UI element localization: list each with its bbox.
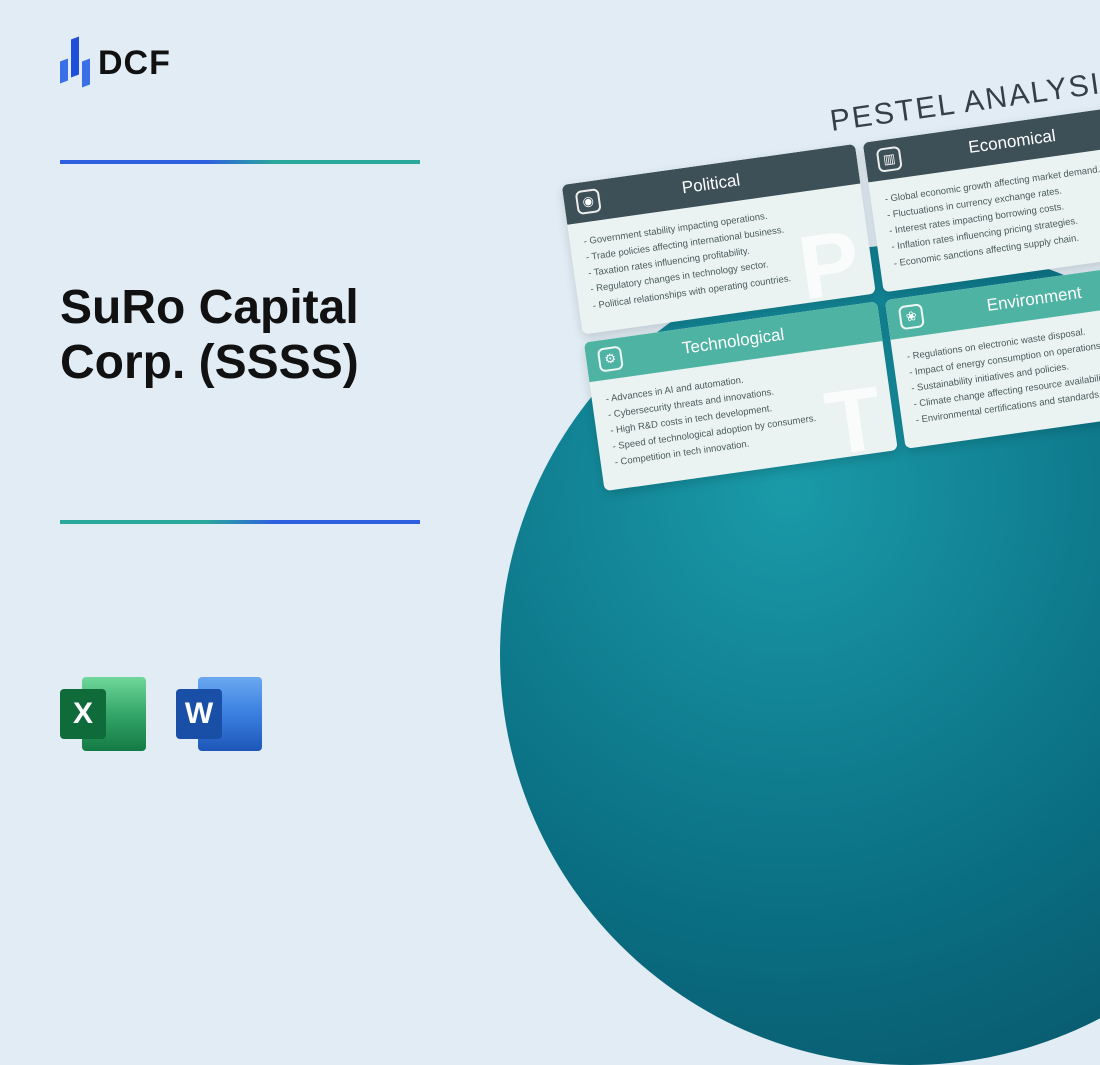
divider-top [60,160,420,164]
excel-letter: X [60,689,106,739]
bars-icon: ▥ [876,146,903,173]
page-title: SuRo Capital Corp. (SSSS) [60,280,480,390]
card-title: Environment [986,283,1083,316]
word-letter: W [176,689,222,739]
pestel-panel: PESTEL ANALYSIS ◉PoliticalGovernment sta… [556,60,1100,491]
card-title: Economical [967,126,1057,158]
logo-text: DCF [98,44,171,83]
brand-logo: DCF [60,40,171,86]
leaf-icon: ❀ [898,303,925,330]
divider-bottom [60,520,420,524]
gear-icon: ⚙ [597,345,624,372]
pestel-card-economical: ▥EconomicalGlobal economic growth affect… [863,102,1100,292]
card-title: Political [681,170,742,198]
word-icon[interactable]: W [176,671,262,757]
person-icon: ◉ [575,188,602,215]
card-title: Technological [681,324,786,358]
file-icons-row: X W [60,671,262,757]
excel-icon[interactable]: X [60,671,146,757]
pestel-card-political: ◉PoliticalGovernment stability impacting… [562,144,876,334]
logo-bars-icon [60,40,90,86]
